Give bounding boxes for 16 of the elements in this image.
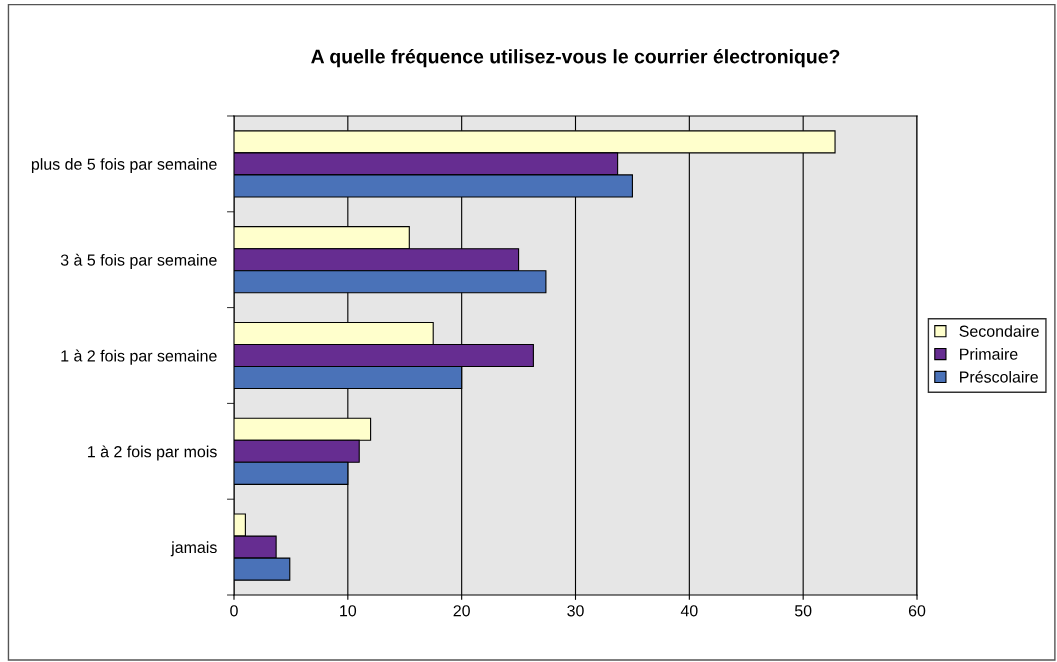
chart-title: A quelle fréquence utilisez-vous le courrier électronique? — [311, 48, 840, 68]
x-tick-label: 50 — [794, 605, 812, 617]
legend-label: Préscolaire — [960, 370, 1038, 383]
legend-label: Secondaire — [959, 325, 1039, 337]
y-tick-label: 3 à 5 fois par semaine — [60, 253, 217, 269]
x-tick-label: 40 — [680, 605, 698, 617]
y-tick-label: jamais — [170, 541, 217, 557]
x-tick-label: 0 — [230, 605, 238, 617]
y-tick-label: 1 à 2 fois par semaine — [61, 349, 217, 365]
x-tick-label: 30 — [567, 605, 584, 617]
x-tick-label: 60 — [908, 605, 926, 617]
y-tick-label: 1 à 2 fois par mois — [88, 445, 217, 461]
x-tick-label: 20 — [453, 605, 470, 617]
x-tick-label: 10 — [340, 605, 357, 617]
legend-label: Primaire — [960, 348, 1018, 360]
y-tick-label: plus de 5 fois par semaine — [31, 158, 217, 173]
